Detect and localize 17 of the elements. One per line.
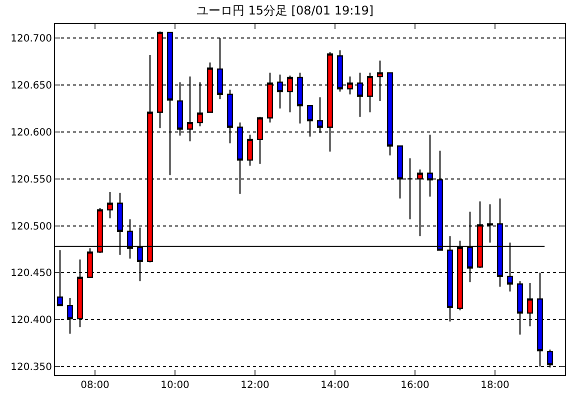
x-tick-label: 16:00 <box>400 380 430 391</box>
y-tick-label: 120.650 <box>10 80 52 92</box>
y-tick-label: 120.400 <box>10 315 52 326</box>
candlestick <box>246 134 254 166</box>
candlestick <box>106 191 114 219</box>
chart-title: ユーロ円 15分足 [08/01 19:19] <box>196 3 374 18</box>
x-tick-label: 14:00 <box>320 380 350 391</box>
x-tick-label: 10:00 <box>160 380 190 391</box>
y-tick-label: 120.600 <box>10 127 52 138</box>
x-tick-label: 12:00 <box>240 380 270 391</box>
x-tick-label: 08:00 <box>80 380 110 391</box>
y-tick-label: 120.550 <box>10 174 52 186</box>
y-tick-label: 120.700 <box>10 34 52 45</box>
y-tick-label: 120.450 <box>10 268 52 280</box>
y-tick-label: 120.500 <box>10 221 52 232</box>
x-tick-label: 18:00 <box>480 380 510 391</box>
y-tick-label: 120.350 <box>10 362 52 374</box>
